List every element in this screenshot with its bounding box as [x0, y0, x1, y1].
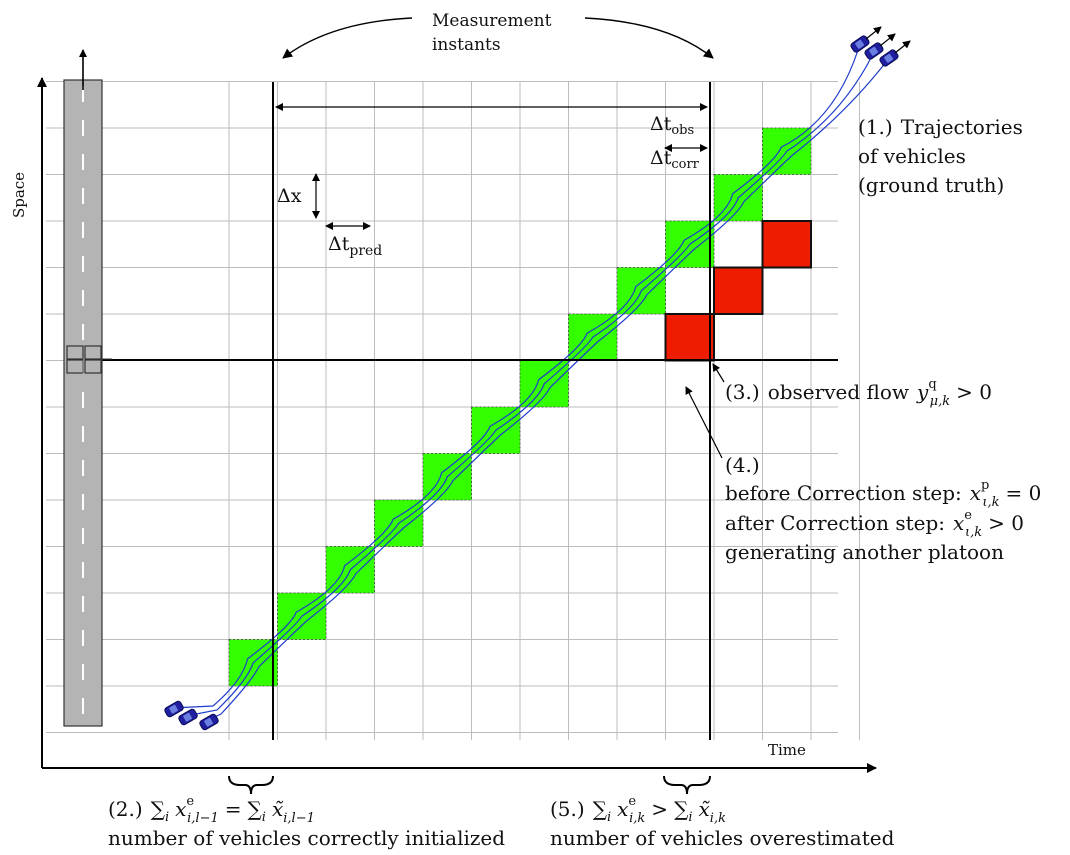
svg-text:of vehicles: of vehicles: [858, 144, 966, 168]
trajectory-line: [185, 55, 873, 717]
annotation-observed-flow: (3.) observed flow yq μ,k > 0: [725, 377, 992, 409]
svg-text:(1.)Trajectories: (1.) Trajectories: [858, 115, 1023, 139]
space-axis-label: Space: [10, 172, 28, 218]
vehicle-direction-arrow: [865, 26, 882, 40]
vehicle-direction-arrow: [894, 40, 911, 54]
delta-x-label: Δx: [277, 185, 302, 207]
svg-text:(4.): (4.): [725, 453, 760, 477]
measurement-arrow-left: [282, 17, 413, 59]
vehicles: [163, 26, 911, 732]
brace-current-interval: [663, 775, 711, 795]
svg-text:before Correction step:xpι,k=: before Correction step: xp ι,k = 0: [725, 478, 1041, 510]
time-axis-label: Time: [768, 741, 806, 759]
svg-text:number of vehicles overestimat: number of vehicles overestimated: [550, 826, 895, 850]
red-cell: [664, 313, 715, 362]
trajectory-line: [199, 61, 887, 725]
annotation-trajectories: (1.) Trajectories of vehicles (ground tru…: [858, 115, 1023, 197]
measurement-label-line2: instants: [432, 35, 501, 55]
svg-text:(ground truth): (ground truth): [858, 173, 1004, 197]
trajectory-line: [171, 49, 859, 709]
overestimated-platoon-cells: [664, 220, 812, 362]
annotation-overestimated: (5.) ∑i xe i,k > ∑i x̃i,k number of vehicles o…: [550, 794, 895, 850]
annotation-3-pointer: [712, 363, 725, 383]
delta-t-corr-label: Δtcorr: [650, 147, 700, 172]
annotation-correctly-initialized: (2.) ∑i xe i,l−1 = ∑i x̃i,l−1 number of vehicl…: [108, 794, 505, 850]
annotation-4-pointer: [685, 386, 723, 459]
road: [63, 49, 112, 727]
vehicle-trajectories: [171, 49, 887, 725]
brace-initial-interval: [228, 775, 274, 795]
red-cell: [761, 220, 812, 269]
delta-t-obs-label: Δtobs: [650, 113, 694, 138]
svg-text:generating another platoon: generating another platoon: [725, 540, 1004, 564]
annotation-correction-step: (4.) before Correction step: xp ι,k = 0 aft…: [725, 453, 1041, 564]
measurement-arrow-right: [584, 17, 714, 59]
vehicle-direction-arrow: [879, 33, 896, 47]
measurement-label-line1: Measurement: [432, 11, 552, 31]
red-cell: [713, 266, 764, 315]
svg-text:after Correction step:xeι,k> 0: after Correction step: xe ι,k > 0: [725, 508, 1024, 540]
svg-text:number of vehicles correctly i: number of vehicles correctly initialized: [108, 826, 505, 850]
delta-t-pred-label: Δtpred: [328, 233, 382, 259]
car-icon: [198, 712, 220, 732]
